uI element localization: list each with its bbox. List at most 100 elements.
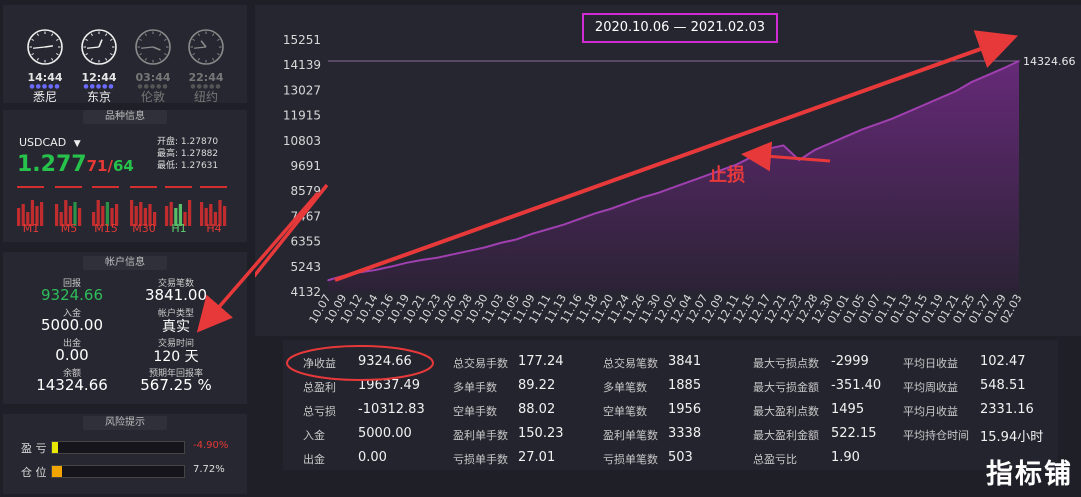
equity-point <box>1002 67 1005 70</box>
equity-point <box>672 186 675 189</box>
clock-time: 14:44 <box>27 71 63 84</box>
stat-label: 入金 <box>303 429 325 442</box>
tf-strength-bar <box>105 202 109 226</box>
clock-time: 22:44 <box>188 71 224 84</box>
y-tick-label: 6355 <box>290 235 321 249</box>
tf-strength-bar <box>40 202 44 226</box>
equity-point <box>405 262 408 264</box>
timeframe-m30[interactable]: M30 <box>132 222 156 235</box>
tf-strength-bar <box>59 212 63 226</box>
tf-strength-bar <box>21 204 25 226</box>
stat-value: 19637.49 <box>358 378 421 393</box>
equity-point <box>908 110 910 113</box>
stat-label: 总交易手数 <box>453 357 508 370</box>
equity-area <box>328 60 1019 293</box>
trade-time-value: 120 天 <box>153 349 199 365</box>
equity-point <box>594 212 596 215</box>
stat-label: 亏损单手数 <box>453 453 508 466</box>
equity-point <box>656 192 659 194</box>
tf-strength-bar <box>17 208 21 226</box>
tf-strength-bar <box>134 206 138 226</box>
equity-point <box>578 218 581 220</box>
timeframe-h1[interactable]: H1 <box>171 222 187 235</box>
risk-pl-bar <box>51 441 185 454</box>
withdraw-value: 0.00 <box>55 346 89 364</box>
clock-city: 纽约 <box>193 90 218 104</box>
stat-value: 102.47 <box>980 354 1026 369</box>
stat-value: 5000.00 <box>358 426 412 441</box>
risk-pos-bar <box>51 465 185 478</box>
profit-label: 回报 <box>62 279 81 289</box>
stat-value: 503 <box>668 450 693 465</box>
clock-face-icon <box>81 29 117 65</box>
stat-value: 27.01 <box>518 450 556 465</box>
tf-strength-bar <box>115 204 119 226</box>
timeframe-m5[interactable]: M5 <box>60 222 78 235</box>
y-tick-label: 10803 <box>283 134 321 148</box>
statistics-table: 净收益 9324.66 总盈利 19637.49 总亏损 -10312.83 入金 5000.… <box>283 340 1058 470</box>
stat-value: -10312.83 <box>358 402 425 417</box>
equity-point <box>986 74 989 76</box>
stat-value: 89.22 <box>518 378 556 393</box>
stat-label: 净收益 <box>303 357 336 370</box>
deposit-label: 入金 <box>62 309 81 319</box>
risk-pl-label: 盈 亏 <box>21 442 47 455</box>
tf-strength-bar <box>200 202 204 226</box>
stat-value: -351.40 <box>831 378 882 393</box>
equity-point <box>704 175 706 177</box>
stat-label: 平均月收益 <box>903 405 958 418</box>
stat-label: 亏损单笔数 <box>603 453 658 466</box>
tf-top-line <box>130 186 157 188</box>
tf-strength-bar <box>26 212 30 226</box>
tf-strength-bar <box>178 204 182 226</box>
open-row: 开盘: 1.27870 <box>157 137 219 147</box>
stat-label: 总交易笔数 <box>603 357 658 370</box>
tf-top-line <box>55 186 82 188</box>
timeframe-h4[interactable]: H4 <box>206 222 222 235</box>
stat-value: -2999 <box>831 354 869 369</box>
y-tick-label: 9691 <box>290 159 321 173</box>
annual-return-value: 567.25 % <box>140 376 212 394</box>
stat-value: 150.23 <box>518 426 564 441</box>
tf-strength-bar <box>55 204 59 226</box>
stat-label: 多单笔数 <box>603 381 647 394</box>
tf-strength-bar <box>35 206 39 226</box>
stat-label: 盈利单笔数 <box>603 429 658 442</box>
date-range-title: 2020.10.06 — 2021.02.03 <box>594 20 766 35</box>
equity-point <box>452 253 455 255</box>
clock-dots: ●●●●● <box>137 83 169 90</box>
price-main: 1.277 <box>17 152 87 177</box>
stat-value: 88.02 <box>518 402 556 417</box>
tf-strength-bar <box>30 200 34 226</box>
equity-point <box>814 149 816 151</box>
ohlc-block: 开盘: 1.27870 最高: 1.27882 最低: 1.27631 <box>157 136 218 172</box>
tf-strength-bar <box>183 212 187 226</box>
profit-value: 9324.66 <box>40 286 104 304</box>
tf-top-line <box>92 186 119 188</box>
equity-point <box>547 228 549 231</box>
trades-value: 3841.00 <box>144 286 208 304</box>
equity-point <box>939 97 942 99</box>
stat-value: 1495 <box>831 402 865 417</box>
high-row: 最高: 1.27882 <box>157 149 219 159</box>
y-tick-label: 5243 <box>290 260 321 274</box>
stat-label: 最大盈利金额 <box>753 429 819 442</box>
tf-strength-bar <box>64 200 68 226</box>
stat-label: 平均周收益 <box>903 381 958 394</box>
timeframe-m15[interactable]: M15 <box>94 222 118 235</box>
equity-point <box>499 242 502 244</box>
annual-return-label: 预期年回报率 <box>148 369 203 379</box>
y-tick-label: 15251 <box>283 33 321 47</box>
tf-strength-bar <box>101 206 105 226</box>
open-value: 1.27870 <box>180 137 219 147</box>
stat-value: 0.00 <box>358 450 387 465</box>
clock-city: 伦敦 <box>140 90 165 104</box>
risk-pos-fill <box>52 466 63 477</box>
low-row: 最低: 1.27631 <box>157 161 219 171</box>
equity-point <box>484 246 486 249</box>
clock-city: 悉尼 <box>32 90 57 104</box>
symbol-name: USDCAD <box>19 136 67 149</box>
timeframe-m1[interactable]: M1 <box>22 222 40 235</box>
symbol-selector[interactable]: USDCAD ▼ <box>19 136 81 149</box>
equity-point <box>609 208 612 210</box>
